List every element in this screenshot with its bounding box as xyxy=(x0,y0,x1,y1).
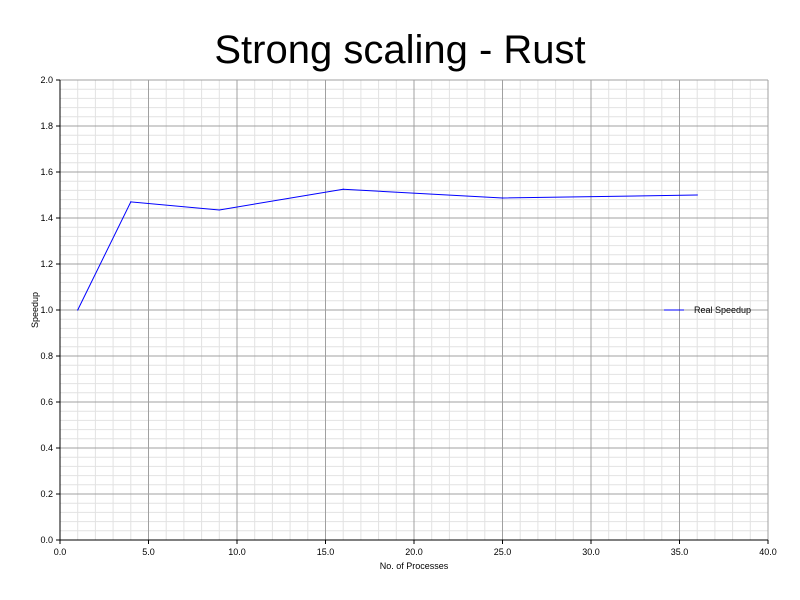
y-tick-label: 1.0 xyxy=(40,305,53,315)
series-line-real-speedup xyxy=(77,188,698,311)
data-point xyxy=(130,201,132,203)
data-point xyxy=(218,209,220,211)
x-tick-label: 0.0 xyxy=(54,547,67,557)
x-axis-ticks: 0.0 5.0 10.0 15.0 20.0 25.0 30.0 35.0 40.0 xyxy=(54,540,777,557)
x-tick-label: 15.0 xyxy=(317,547,335,557)
y-tick-label: 0.6 xyxy=(40,397,53,407)
x-tick-label: 10.0 xyxy=(228,547,246,557)
data-point xyxy=(696,194,698,196)
y-tick-label: 0.4 xyxy=(40,443,53,453)
y-tick-label: 1.2 xyxy=(40,259,53,269)
data-point xyxy=(342,188,344,190)
y-tick-label: 2.0 xyxy=(40,75,53,85)
x-axis-title: No. of Processes xyxy=(380,561,449,571)
legend: Real Speedup xyxy=(664,305,751,315)
y-axis-ticks: 0.0 0.2 0.4 0.6 0.8 1.0 1.2 1.4 1.6 1.8 2.0 xyxy=(40,75,60,545)
x-tick-label: 5.0 xyxy=(142,547,155,557)
legend-label-real-speedup: Real Speedup xyxy=(694,305,751,315)
y-axis-title: Speedup xyxy=(30,292,40,328)
y-tick-label: 0.8 xyxy=(40,351,53,361)
x-tick-label: 35.0 xyxy=(671,547,689,557)
data-point xyxy=(501,197,504,199)
y-tick-label: 1.6 xyxy=(40,167,53,177)
y-tick-label: 0.0 xyxy=(40,535,53,545)
x-tick-label: 40.0 xyxy=(759,547,777,557)
y-tick-label: 1.4 xyxy=(40,213,53,223)
chart-title: Strong scaling - Rust xyxy=(214,28,586,72)
data-point xyxy=(77,309,79,311)
x-tick-label: 30.0 xyxy=(582,547,600,557)
x-tick-label: 25.0 xyxy=(494,547,512,557)
y-tick-label: 0.2 xyxy=(40,489,53,499)
series-layer xyxy=(77,188,698,311)
x-tick-label: 20.0 xyxy=(405,547,423,557)
y-tick-label: 1.8 xyxy=(40,121,53,131)
